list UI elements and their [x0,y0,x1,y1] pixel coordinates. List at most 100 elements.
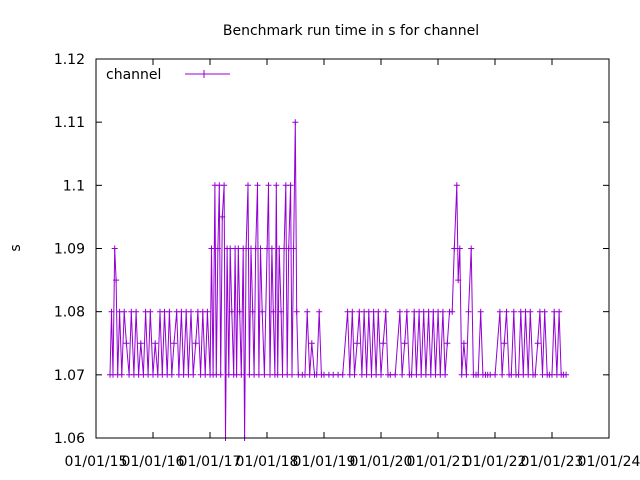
x-tick-label: 01/01/24 [578,454,640,470]
x-tick-label: 01/01/15 [65,454,128,470]
data-point [380,340,387,347]
data-point [118,371,125,378]
data-point [292,119,299,126]
data-point [527,308,534,315]
data-point [261,371,268,378]
x-tick-label: 01/01/17 [179,454,242,470]
data-point [456,245,463,252]
series-layer [107,119,570,441]
data-point [563,371,570,378]
series-line [109,122,567,439]
x-tick-label: 01/01/19 [293,454,356,470]
data-point [316,308,323,315]
chart-title: Benchmark run time in s for channel [223,23,479,39]
legend-label: channel [106,67,161,83]
data-point [401,340,408,347]
data-point [455,277,462,284]
data-point [382,308,389,315]
data-point [270,308,277,315]
plot-frame [95,58,610,439]
data-point [108,308,115,315]
data-point [168,371,175,378]
data-point [245,182,251,189]
data-point [378,371,384,378]
data-point [463,371,470,378]
data-point [287,182,294,189]
data-point [399,371,406,378]
data-point [501,340,508,347]
y-tick-label: 1.08 [54,305,85,321]
y-tick-label: 1.07 [54,368,85,384]
data-point [449,308,456,315]
data-point [221,182,228,189]
data-point [293,308,300,315]
x-tick-label: 01/01/23 [521,454,584,470]
data-point [111,245,118,252]
y-tick-label: 1.11 [54,115,85,131]
y-axis-label: s [8,244,24,251]
data-point [190,371,197,378]
data-point [465,308,472,315]
y-tick-label: 1.1 [63,178,85,194]
y-tick-label: 1.12 [54,52,85,68]
data-point [460,340,467,347]
data-point [152,340,159,347]
x-tick-label: 01/01/22 [464,454,527,470]
data-point [123,340,130,347]
x-tick-label: 01/01/18 [236,454,299,470]
data-point [444,340,451,347]
data-point [217,371,224,378]
data-point [308,340,315,347]
data-point [532,371,539,378]
data-point [492,371,499,378]
data-point [208,245,215,252]
data-point [510,308,517,315]
data-point [496,308,503,315]
data-point [268,245,275,252]
data-point [166,308,173,315]
data-point [499,371,506,378]
data-point [214,245,221,252]
data-point [133,308,140,315]
data-point [534,340,541,347]
legend-swatch-marker [200,70,208,78]
data-point [228,308,235,315]
data-point [442,371,449,378]
data-point [403,308,410,315]
y-tick-label: 1.09 [54,242,85,258]
data-point [354,340,361,347]
data-point [339,371,346,378]
legend: channel [106,67,230,83]
data-point [259,308,266,315]
data-point [556,308,563,315]
data-point [121,308,128,315]
data-point [273,182,280,189]
data-point [451,245,458,252]
y-tick-label: 1.06 [54,431,85,447]
data-point [254,182,261,189]
data-point [392,371,399,378]
data-point [351,371,358,378]
data-point [375,308,382,315]
data-point [249,308,256,315]
data-point [255,371,262,378]
data-point [265,182,272,189]
data-point [238,371,245,378]
data-point [147,308,154,315]
data-point [304,308,311,315]
ticks-layer: 01/01/1501/01/1601/01/1701/01/1801/01/19… [54,52,640,470]
data-point [113,277,120,284]
data-point [541,308,548,315]
x-tick-label: 01/01/16 [122,454,185,470]
data-point [477,308,484,315]
data-point [278,308,285,315]
data-point [453,182,460,189]
data-point [503,308,510,315]
data-point [396,308,403,315]
data-point [219,213,226,220]
data-point [171,340,177,347]
data-point [290,245,297,252]
x-tick-label: 01/01/20 [350,454,413,470]
data-point [188,308,194,315]
